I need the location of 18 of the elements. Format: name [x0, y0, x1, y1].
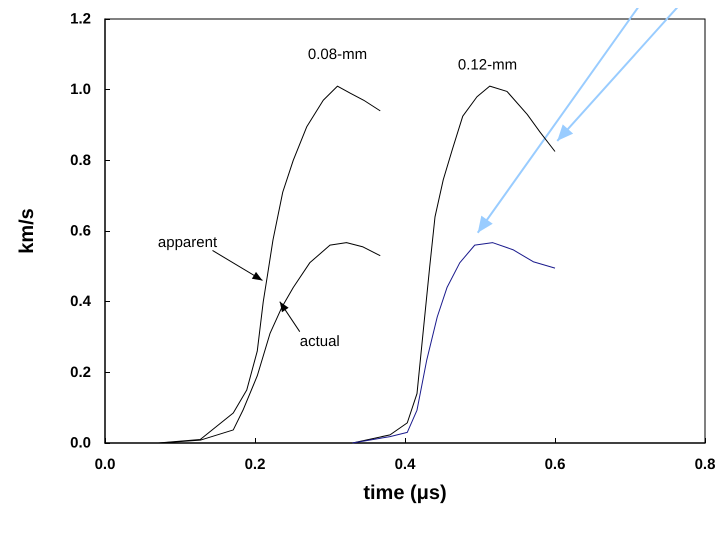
y-tick-label: 0.8	[70, 152, 91, 169]
y-tick-label: 0.6	[70, 222, 91, 240]
y-tick-label: 0.4	[70, 293, 92, 310]
annotation: 0.08-mm	[308, 46, 368, 63]
annotation: apparent	[158, 234, 218, 251]
y-tick-label: 1.0	[70, 81, 91, 98]
x-tick-label: 0.8	[694, 456, 716, 473]
annotation: actual	[300, 333, 340, 350]
annotation: 0.12-mm	[458, 56, 518, 74]
x-tick-label: 0.6	[544, 456, 566, 473]
x-axis-title: time (μs)	[363, 482, 447, 504]
y-axis-title: km/s	[16, 208, 38, 254]
y-tick-label: 0.0	[70, 434, 91, 452]
y-tick-label: 1.2	[70, 10, 91, 28]
x-tick-label: 0.0	[94, 456, 116, 473]
y-tick-label: 0.2	[70, 364, 91, 381]
x-tick-label: 0.2	[244, 456, 266, 473]
x-tick-label: 0.4	[394, 456, 416, 473]
